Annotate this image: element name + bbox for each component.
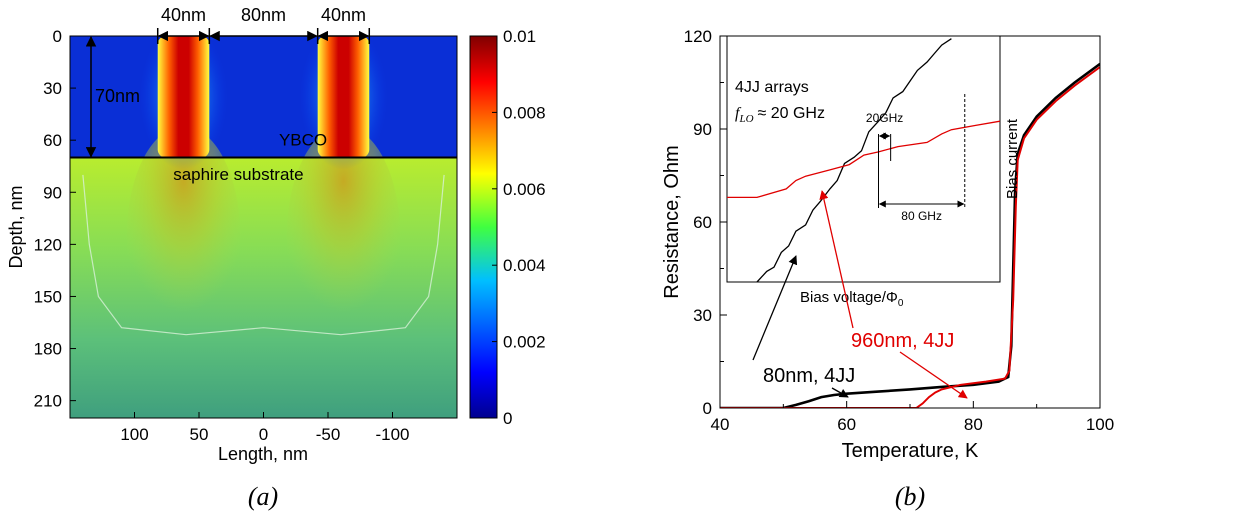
colorbar-tick-label: 0.004 <box>503 256 546 275</box>
series-line-960nm <box>720 66 1100 408</box>
thickness-label: 70nm <box>95 86 140 106</box>
width-right-label: 40nm <box>321 5 366 25</box>
width-left-label: 40nm <box>161 5 206 25</box>
y-tick-label-a: 120 <box>34 235 62 254</box>
step-small-label: 20GHz <box>866 111 903 125</box>
y-tick-label-b: 60 <box>693 213 712 232</box>
film-label: YBCO <box>279 130 327 149</box>
legend-960nm: 960nm, 4JJ <box>851 330 954 352</box>
flo-symbol: f <box>735 105 742 122</box>
x-tick-label-b: 60 <box>837 415 856 434</box>
colorbar-tick-label: 0.01 <box>503 27 536 46</box>
colorbar-tick-label: 0.006 <box>503 180 546 199</box>
y-tick-label-a: 210 <box>34 392 62 411</box>
strip-hotspots <box>157 36 370 158</box>
substrate-plumes <box>126 126 401 346</box>
caption-b: (b) <box>895 482 925 511</box>
x-tick-label-a: -100 <box>375 425 409 444</box>
inset-x-label-sub: 0 <box>898 298 904 309</box>
panel-b-line-chart: 40 60 80 100 0 30 60 90 120 Resistance, Ohm Temp… <box>661 27 1114 462</box>
y-tick-label-a: 180 <box>34 340 62 359</box>
y-axis-label-a: Depth, nm <box>6 185 26 268</box>
series-line-80nm <box>720 62 1100 408</box>
callout-80nm <box>831 387 849 398</box>
plume-0 <box>126 126 241 346</box>
annotations-a: 40nm 80nm 40nm 70nm YBCO saphire substra… <box>85 5 371 184</box>
colorbar: 0 0.002 0.004 0.006 0.008 0.01 <box>469 27 546 428</box>
flo-subscript: LO <box>738 113 753 125</box>
dimension-ticks <box>156 28 371 44</box>
x-tick-label-b: 100 <box>1086 415 1114 434</box>
caption-a: (a) <box>248 482 278 511</box>
flo-value: ≈ 20 GHz <box>758 105 825 122</box>
y-tick-label-b: 120 <box>684 27 712 46</box>
x-tick-label-b: 40 <box>711 415 730 434</box>
inset-black-iv <box>756 38 952 283</box>
x-axis-label-a: Length, nm <box>218 444 308 464</box>
inset-iv-curves: 4JJ arrays fLO ≈ 20 GHz 20GHz 80 GHz Bias… <box>726 35 1021 309</box>
panel-a-heatmap: 100 50 0 -50 -100 0 30 60 90 120 150 180 210 Depth, … <box>6 5 546 464</box>
colorbar-tick-label: 0.008 <box>503 103 546 122</box>
colorbar-tick-label: 0.002 <box>503 333 546 352</box>
y-axis-label-b: Resistance, Ohm <box>661 145 683 298</box>
strip-0 <box>157 36 210 158</box>
y-tick-label-b: 30 <box>693 306 712 325</box>
colorbar-tick-label: 0 <box>503 409 512 428</box>
y-tick-label-b: 0 <box>703 399 712 418</box>
contour-line <box>82 174 445 336</box>
inset-frame <box>726 35 1001 283</box>
inset-flo: fLO ≈ 20 GHz <box>735 105 825 125</box>
callout-80nm-inset <box>752 255 798 361</box>
inset-x-label-main: Bias voltage/Φ <box>800 289 898 306</box>
x-axis-label-b: Temperature, K <box>842 440 979 462</box>
x-tick-label-b: 80 <box>964 415 983 434</box>
ybco-film-region <box>70 36 457 158</box>
colorbar-gradient <box>469 35 498 419</box>
x-tick-label-a: -50 <box>316 425 341 444</box>
x-tick-label-a: 50 <box>190 425 209 444</box>
inset-step-markers <box>878 94 966 208</box>
legend-80nm: 80nm, 4JJ <box>763 365 855 387</box>
heatmap-field <box>70 36 457 418</box>
y-tick-label-a: 90 <box>43 183 62 202</box>
x-tick-label-a: 0 <box>259 425 268 444</box>
inset-red-iv <box>727 120 1001 199</box>
substrate-region <box>70 157 457 418</box>
strip-1 <box>317 36 370 158</box>
axes-b: 40 60 80 100 0 30 60 90 120 <box>684 27 1115 434</box>
y-tick-label-a: 0 <box>53 27 62 46</box>
y-tick-label-a: 60 <box>43 131 62 150</box>
y-tick-label-a: 30 <box>43 79 62 98</box>
substrate-label: saphire substrate <box>173 165 303 184</box>
axes-a: 100 50 0 -50 -100 0 30 60 90 120 150 180 210 <box>34 27 410 444</box>
callout-960nm-main <box>899 351 968 399</box>
y-tick-label-a: 150 <box>34 287 62 306</box>
inset-y-label: Bias current <box>1004 118 1021 199</box>
plume-1 <box>286 126 401 346</box>
gap-label: 80nm <box>241 5 286 25</box>
inset-title: 4JJ arrays <box>735 79 809 96</box>
callout-960nm-inset <box>819 190 854 329</box>
step-large-label: 80 GHz <box>901 209 942 223</box>
colorbar-ticks: 0 0.002 0.004 0.006 0.008 0.01 <box>492 27 546 428</box>
inset-x-label: Bias voltage/Φ0 <box>800 289 904 309</box>
y-tick-label-b: 90 <box>693 120 712 139</box>
x-tick-label-a: 100 <box>120 425 148 444</box>
